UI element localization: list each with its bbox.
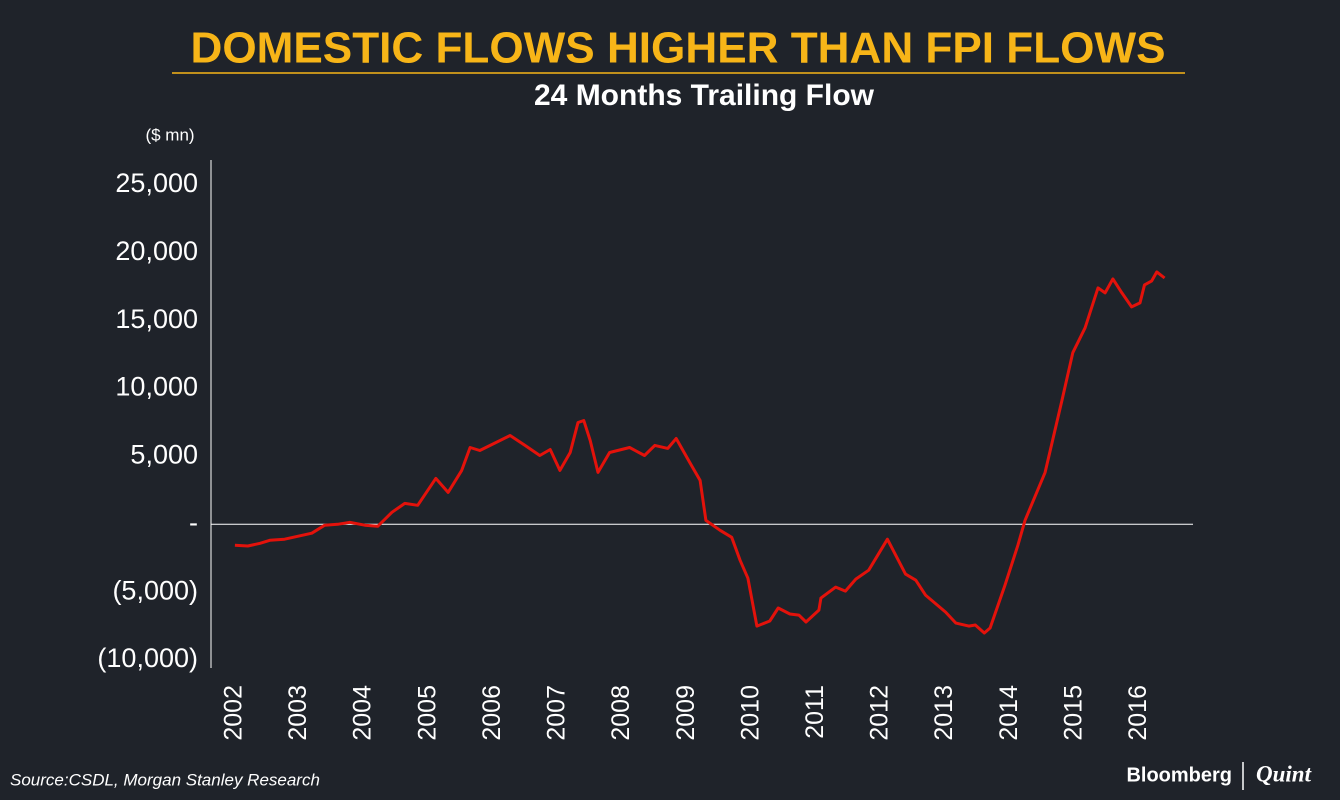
y-tick-label: 10,000 (115, 372, 198, 402)
x-tick-label: 2013 (930, 685, 958, 741)
x-tick-label: 2007 (543, 685, 571, 741)
y-tick-label: (10,000) (97, 643, 198, 673)
logo-bloomberg: Bloomberg (1126, 764, 1232, 786)
x-tick-label: 2015 (1059, 685, 1087, 741)
y-tick-label: - (189, 507, 198, 537)
y-tick-label: (5,000) (112, 575, 198, 605)
x-tick-label: 2014 (995, 685, 1023, 741)
x-tick-label: 2005 (413, 685, 441, 741)
y-tick-label: 5,000 (130, 440, 198, 470)
y-tick-label: 25,000 (115, 168, 198, 198)
chart-title: DOMESTIC FLOWS HIGHER THAN FPI FLOWS (191, 24, 1166, 73)
chart-subtitle: 24 Months Trailing Flow (534, 79, 875, 112)
x-tick-label: 2010 (736, 685, 764, 741)
x-tick-label: 2002 (220, 685, 248, 741)
x-tick-label: 2016 (1124, 685, 1152, 741)
source: Source:CSDL, Morgan Stanley Research (10, 770, 320, 789)
x-tick-label: 2011 (801, 685, 829, 739)
x-tick-label: 2004 (349, 685, 377, 741)
x-tick-label: 2009 (672, 685, 700, 741)
y-tick-label: 20,000 (115, 236, 198, 266)
logo-quint: Quint (1256, 761, 1312, 786)
x-tick-label: 2003 (284, 685, 312, 741)
y-tick-label: 15,000 (115, 304, 198, 334)
y-axis-label: ($ mn) (145, 125, 194, 144)
x-tick-label: 2012 (866, 685, 894, 741)
x-tick-label: 2006 (478, 685, 506, 741)
x-tick-label: 2008 (607, 685, 635, 741)
data-line (234, 270, 1166, 635)
